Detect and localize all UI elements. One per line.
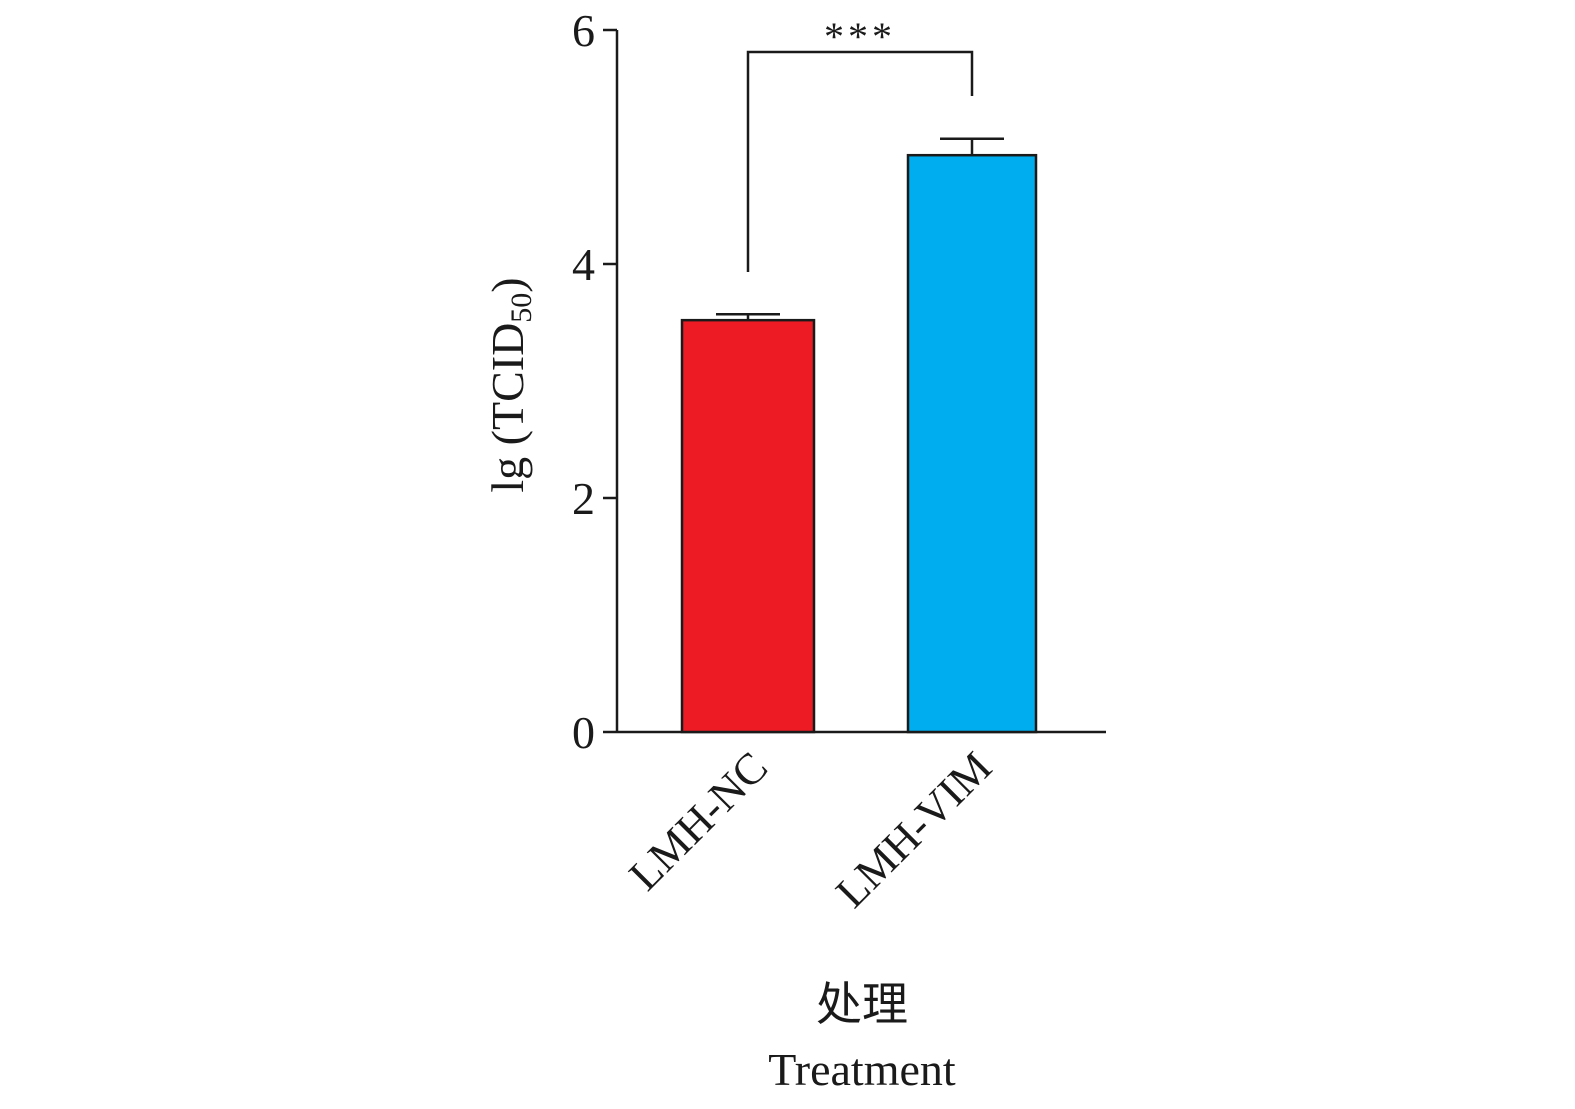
significance-bracket: [746, 50, 974, 272]
y-axis-title: lg (TCID50): [482, 277, 538, 492]
y-tick-label-2: 4: [572, 239, 595, 290]
y-ticks: 0 2 4 6: [572, 5, 617, 758]
bars: [680, 153, 1038, 734]
error-bars: [716, 137, 1004, 321]
category-label-lmh-nc: LMH-NC: [620, 742, 777, 899]
bar-lmh-vim: [906, 153, 1038, 734]
x-axis-title-chinese: 处理: [816, 979, 908, 1030]
y-axis-title-end: ): [482, 277, 533, 292]
category-label-lmh-vim: LMH-VIM: [826, 742, 1001, 917]
significance-annotation: ***: [746, 14, 974, 272]
y-axis-title-main: lg (TCID: [482, 323, 533, 493]
y-tick-label-3: 6: [572, 5, 595, 56]
category-labels: LMH-NC LMH-VIM: [620, 742, 1001, 917]
y-tick-label-1: 2: [572, 473, 595, 524]
significance-label: ***: [824, 14, 896, 59]
x-axis-title-english: Treatment: [768, 1044, 956, 1095]
y-axis-title-subscript: 50: [505, 293, 538, 323]
bar-lmh-nc: [680, 318, 816, 734]
y-tick-label-0: 0: [572, 707, 595, 758]
